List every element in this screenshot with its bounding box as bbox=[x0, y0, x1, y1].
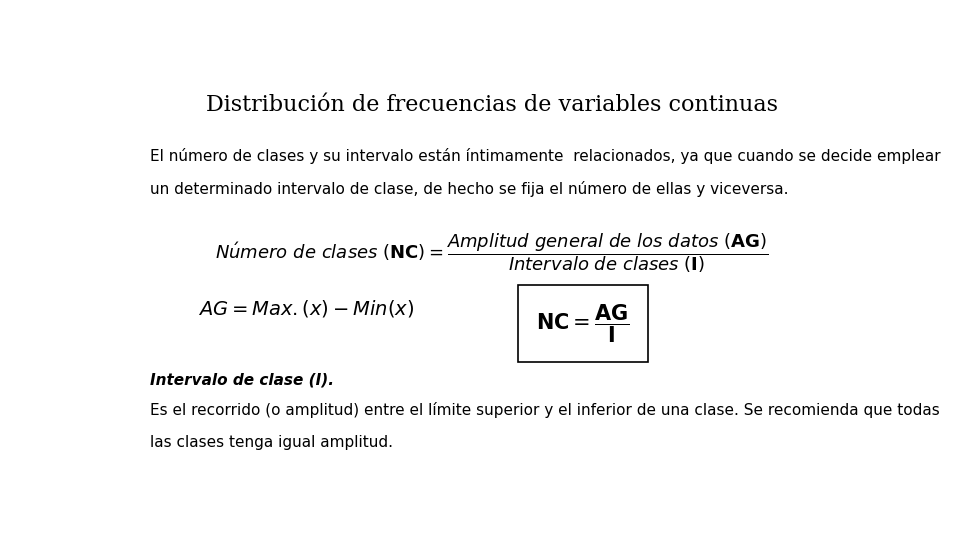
Text: $\mathit{N\acute{u}mero\ de\ clases}\ (\mathbf{NC}) = \dfrac{\mathit{Amplitud\ g: $\mathit{N\acute{u}mero\ de\ clases}\ (\… bbox=[215, 231, 769, 275]
FancyBboxPatch shape bbox=[518, 285, 648, 362]
Text: un determinado intervalo de clase, de hecho se fija el número de ellas y vicever: un determinado intervalo de clase, de he… bbox=[150, 181, 788, 197]
Text: las clases tenga igual amplitud.: las clases tenga igual amplitud. bbox=[150, 435, 393, 450]
Text: Distribución de frecuencias de variables continuas: Distribución de frecuencias de variables… bbox=[206, 94, 778, 116]
Text: Es el recorrido (o amplitud) entre el límite superior y el inferior de una clase: Es el recorrido (o amplitud) entre el lí… bbox=[150, 402, 940, 417]
Text: $\mathit{AG = Max.}(x) - \mathit{Min}(x)$: $\mathit{AG = Max.}(x) - \mathit{Min}(x)… bbox=[198, 298, 414, 319]
Text: Intervalo de clase (I).: Intervalo de clase (I). bbox=[150, 373, 334, 388]
Text: El número de clases y su intervalo están íntimamente  relacionados, ya que cuand: El número de clases y su intervalo están… bbox=[150, 148, 941, 164]
Text: $\mathbf{NC} = \dfrac{\mathbf{AG}}{\mathbf{I}}$: $\mathbf{NC} = \dfrac{\mathbf{AG}}{\math… bbox=[537, 302, 630, 345]
